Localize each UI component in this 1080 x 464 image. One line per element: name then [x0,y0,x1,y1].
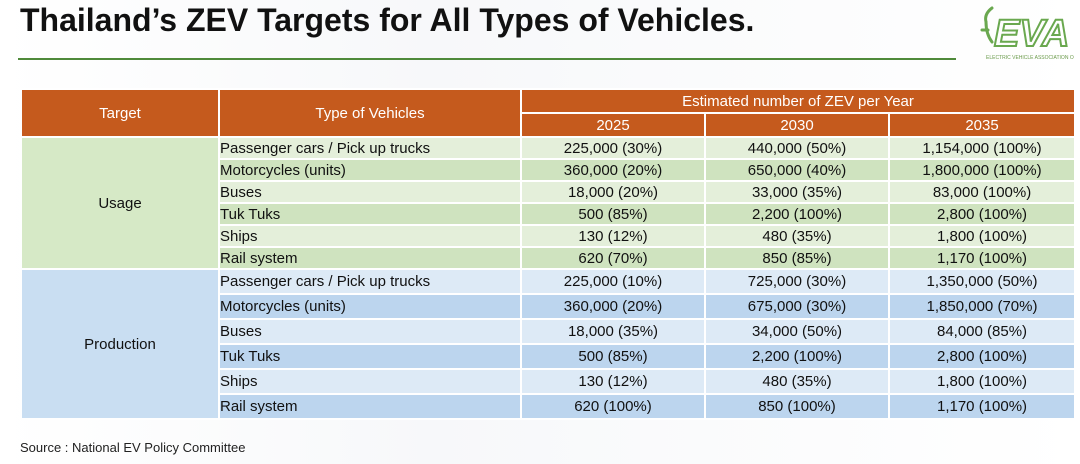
value-cell: 18,000 (35%) [520,318,706,345]
value-cell: 1,154,000 (100%) [887,136,1077,160]
value-cell: 84,000 (85%) [887,318,1077,345]
vehicle-cell: Buses [218,180,522,204]
table-row: Rail system 620 (70%) 850 (85%) 1,170 (1… [21,246,1077,270]
value-cell: 1,800 (100%) [887,368,1077,395]
value-cell: 1,170 (100%) [887,246,1077,270]
source-note: Source : National EV Policy Committee [20,440,246,455]
value-cell: 850 (100%) [704,393,890,420]
table-row: Motorcycles (units) 360,000 (20%) 650,00… [21,158,1077,182]
table-row: Buses 18,000 (20%) 33,000 (35%) 83,000 (… [21,180,1077,204]
value-cell: 83,000 (100%) [887,180,1077,204]
value-cell: 2,800 (100%) [887,343,1077,370]
value-cell: 2,800 (100%) [887,202,1077,226]
vehicle-cell: Motorcycles (units) [218,158,522,182]
value-cell: 620 (70%) [520,246,706,270]
value-cell: 650,000 (40%) [704,158,890,182]
vehicle-cell: Tuk Tuks [218,343,522,370]
table-row: Ships 130 (12%) 480 (35%) 1,800 (100%) [21,224,1077,248]
value-cell: 480 (35%) [704,368,890,395]
value-cell: 725,000 (30%) [704,268,890,295]
group-label-production: Production [20,268,220,420]
zev-targets-table: Target Type of Vehicles Estimated number… [20,88,1077,420]
value-cell: 850 (85%) [704,246,890,270]
value-cell: 1,800 (100%) [887,224,1077,248]
logo-subtitle: ELECTRIC VEHICLE ASSOCIATION O [986,55,1074,61]
value-cell: 1,170 (100%) [887,393,1077,420]
table-row: Motorcycles (units) 360,000 (20%) 675,00… [21,293,1077,320]
value-cell: 2,200 (100%) [704,343,890,370]
page-title: Thailand’s ZEV Targets for All Types of … [20,2,755,38]
value-cell: 225,000 (30%) [520,136,706,160]
value-cell: 18,000 (20%) [520,180,706,204]
table-row: Rail system 620 (100%) 850 (100%) 1,170 … [21,393,1077,420]
value-cell: 500 (85%) [520,343,706,370]
vehicle-cell: Passenger cars / Pick up trucks [218,136,522,160]
vehicle-cell: Motorcycles (units) [218,293,522,320]
vehicle-cell: Rail system [218,393,522,420]
logo-text: EVA [994,13,1069,55]
header-type-of-vehicles: Type of Vehicles [218,88,522,138]
value-cell: 1,350,000 (50%) [887,268,1077,295]
value-cell: 33,000 (35%) [704,180,890,204]
value-cell: 440,000 (50%) [704,136,890,160]
value-cell: 2,200 (100%) [704,202,890,226]
value-cell: 225,000 (10%) [520,268,706,295]
value-cell: 675,000 (30%) [704,293,890,320]
header-target: Target [20,88,220,138]
header-year-2025: 2025 [520,112,706,138]
value-cell: 360,000 (20%) [520,158,706,182]
vehicle-cell: Rail system [218,246,522,270]
value-cell: 130 (12%) [520,368,706,395]
table-row: Usage Passenger cars / Pick up trucks 22… [20,136,1077,270]
value-cell: 620 (100%) [520,393,706,420]
table-row: Buses 18,000 (35%) 34,000 (50%) 84,000 (… [21,318,1077,345]
eva-logo: EVA [980,6,1070,56]
group-label-usage: Usage [20,136,220,270]
value-cell: 1,800,000 (100%) [887,158,1077,182]
header-year-2030: 2030 [704,112,890,138]
vehicle-cell: Buses [218,318,522,345]
value-cell: 34,000 (50%) [704,318,890,345]
value-cell: 500 (85%) [520,202,706,226]
header-estimated: Estimated number of ZEV per Year [519,88,1077,114]
value-cell: 480 (35%) [704,224,890,248]
value-cell: 1,850,000 (70%) [887,293,1077,320]
table-row: Tuk Tuks 500 (85%) 2,200 (100%) 2,800 (1… [21,202,1077,226]
table-row: Tuk Tuks 500 (85%) 2,200 (100%) 2,800 (1… [21,343,1077,370]
header-year-2035: 2035 [887,112,1077,138]
table-row: Ships 130 (12%) 480 (35%) 1,800 (100%) [21,368,1077,395]
value-cell: 360,000 (20%) [520,293,706,320]
vehicle-cell: Ships [218,224,522,248]
table-row: Production Passenger cars / Pick up truc… [20,268,1077,420]
vehicle-cell: Tuk Tuks [218,202,522,226]
value-cell: 130 (12%) [520,224,706,248]
vehicle-cell: Ships [218,368,522,395]
title-divider [18,58,956,60]
vehicle-cell: Passenger cars / Pick up trucks [218,268,522,295]
